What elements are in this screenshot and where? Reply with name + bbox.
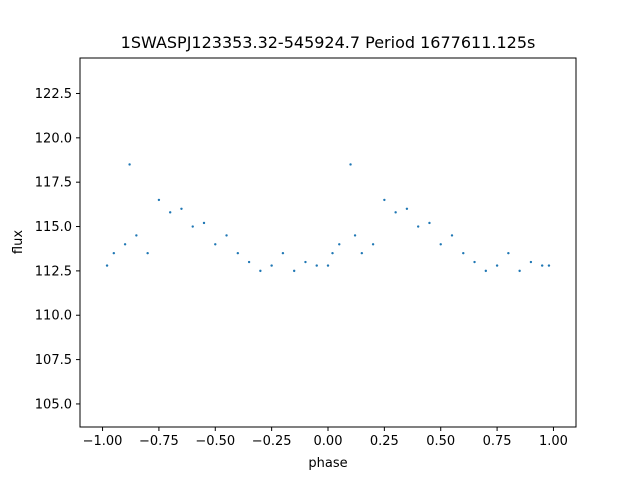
y-axis-label: flux <box>11 230 26 254</box>
data-point <box>394 211 397 214</box>
data-point <box>180 207 183 210</box>
data-point <box>270 264 273 267</box>
plot-frame <box>79 57 577 428</box>
x-axis-ticks: −1.00 −0.75 −0.50 −0.25 0.00 0.25 0.50 0.75 1.00 <box>83 427 568 449</box>
data-point <box>168 211 172 214</box>
data-point <box>349 163 352 166</box>
data-point <box>214 243 217 246</box>
data-point <box>259 269 262 273</box>
data-point <box>236 251 240 255</box>
data-point <box>331 251 334 255</box>
data-point <box>146 251 149 255</box>
x-tick-label: −0.25 <box>252 434 292 449</box>
data-point <box>128 163 131 166</box>
data-point <box>326 264 330 267</box>
data-point <box>202 221 206 225</box>
data-point <box>450 234 454 237</box>
data-point <box>123 243 127 246</box>
data-point <box>383 198 386 202</box>
x-tick-label: −0.50 <box>195 434 235 449</box>
chart-title: 1SWASPJ123353.32-545924.7 Period 1677611… <box>121 33 536 52</box>
y-tick-label: 110.0 <box>35 309 72 324</box>
data-point <box>112 251 116 255</box>
y-tick-label: 105.0 <box>35 397 72 412</box>
data-point <box>157 198 161 202</box>
y-tick-label: 117.5 <box>35 176 72 191</box>
data-point <box>292 269 296 273</box>
data-point <box>416 225 420 228</box>
data-point <box>462 251 465 255</box>
x-axis-label: phase <box>308 456 347 471</box>
data-point <box>495 264 499 267</box>
x-tick-label: 0.75 <box>483 434 512 449</box>
x-tick-label: −0.75 <box>139 434 179 449</box>
y-axis-ticks: 105.0 107.5 110.0 112.5 115.0 117.5 120.0 122.5 <box>35 87 80 412</box>
data-point <box>473 260 476 264</box>
data-point <box>338 243 341 246</box>
x-tick-label: 1.00 <box>539 434 568 449</box>
data-point <box>315 264 318 267</box>
data-point <box>484 269 488 273</box>
data-point <box>428 221 431 225</box>
data-point <box>353 234 357 237</box>
y-tick-label: 107.5 <box>35 353 72 368</box>
data-point <box>247 260 251 264</box>
data-point <box>105 264 109 267</box>
data-point <box>191 225 194 228</box>
x-tick-label: −1.00 <box>83 434 123 449</box>
data-point <box>405 207 409 210</box>
data-point <box>281 251 285 255</box>
data-point <box>439 243 442 246</box>
data-point <box>225 234 228 237</box>
scatter-points <box>105 163 551 273</box>
x-tick-label: 0.00 <box>314 434 343 449</box>
y-tick-label: 122.5 <box>35 87 72 102</box>
data-point <box>304 260 307 264</box>
data-point <box>518 269 521 273</box>
x-tick-label: 0.50 <box>426 434 455 449</box>
data-point <box>371 243 375 246</box>
data-point <box>540 264 544 267</box>
data-point <box>507 251 510 255</box>
y-tick-label: 115.0 <box>35 220 72 235</box>
data-point <box>529 260 533 264</box>
x-tick-label: 0.25 <box>370 434 399 449</box>
data-point <box>360 251 364 255</box>
data-point <box>547 264 551 267</box>
y-tick-label: 120.0 <box>35 131 72 146</box>
data-point <box>135 234 138 237</box>
y-tick-label: 112.5 <box>35 264 72 279</box>
